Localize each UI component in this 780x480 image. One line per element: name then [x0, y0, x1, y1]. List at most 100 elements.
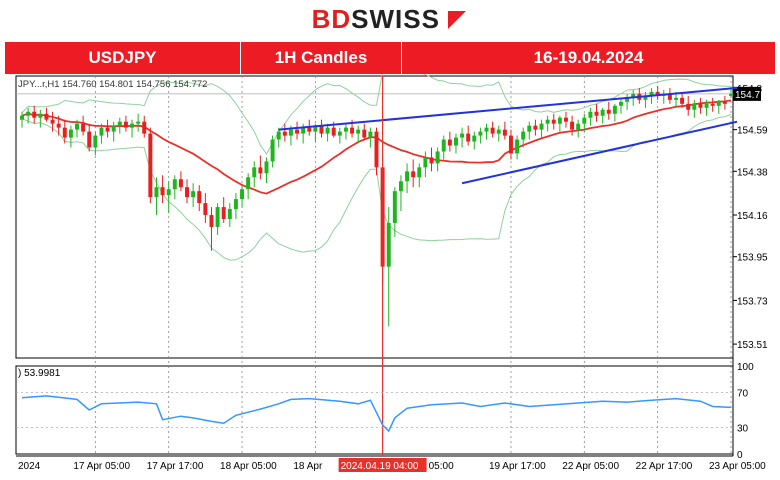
candle	[209, 207, 214, 251]
candle	[87, 123, 92, 152]
candle	[178, 171, 183, 192]
candle	[398, 175, 403, 212]
candle-body	[288, 129, 293, 136]
price-chart[interactable]: 154.8154.59154.38154.16153.95153.73153.5…	[0, 74, 780, 480]
candle	[368, 127, 373, 148]
candle-body	[197, 191, 202, 204]
candle-body	[398, 181, 403, 192]
candle	[50, 111, 55, 132]
candle-body	[343, 127, 348, 132]
candle	[191, 183, 196, 208]
candle-body	[227, 209, 232, 219]
candle	[99, 123, 104, 144]
candle	[521, 127, 526, 148]
candle	[600, 107, 605, 124]
candle	[68, 125, 73, 148]
candle	[81, 115, 86, 136]
candle-body	[472, 135, 477, 142]
candle	[325, 123, 330, 142]
candle-body	[331, 127, 336, 136]
candle-body	[649, 91, 654, 96]
candle-body	[680, 97, 685, 104]
candle	[148, 127, 153, 204]
candle	[478, 127, 483, 144]
rsi-tick-label: 30	[737, 424, 749, 435]
candle-body	[295, 129, 300, 134]
candle	[246, 173, 251, 200]
candle-body	[606, 109, 611, 114]
candle-body	[282, 131, 287, 136]
candle-body	[374, 131, 379, 168]
candle	[374, 127, 379, 176]
candle-body	[50, 119, 55, 124]
candle-body	[674, 97, 678, 100]
candle	[154, 177, 159, 216]
candle-body	[142, 121, 147, 134]
candle-body	[130, 123, 135, 128]
candle	[337, 127, 342, 144]
candle	[533, 119, 538, 136]
candle-body	[313, 125, 318, 132]
candle-body	[252, 167, 257, 178]
candle	[160, 175, 165, 204]
candle	[674, 91, 678, 108]
timeframe-label: 1H Candles	[241, 42, 402, 74]
candle	[527, 121, 532, 140]
candle-body	[502, 129, 507, 136]
y-tick-label: 154.38	[737, 167, 768, 178]
candle-body	[32, 111, 37, 118]
candle	[319, 119, 324, 138]
candle-body	[62, 127, 67, 138]
candle-body	[570, 121, 575, 130]
candle-body	[44, 113, 49, 120]
candle-body	[392, 191, 397, 223]
x-tick-label: 17 Apr 05:00	[73, 461, 130, 472]
candle	[227, 203, 232, 227]
candle	[233, 193, 238, 219]
candle	[618, 97, 623, 114]
candle-body	[545, 119, 550, 124]
candle	[594, 103, 599, 122]
candle-body	[643, 95, 648, 100]
rsi-line	[21, 395, 732, 433]
candle-body	[221, 207, 226, 219]
candle	[295, 121, 300, 140]
candle	[386, 207, 391, 327]
candle-body	[496, 129, 501, 134]
candle-body	[423, 157, 428, 168]
cursor-time-label: 2024.04.19 04:00	[341, 461, 419, 472]
candle-body	[667, 93, 672, 100]
candle	[484, 123, 489, 140]
candle	[38, 109, 43, 128]
candle-body	[716, 101, 721, 106]
candle-body	[447, 139, 452, 146]
candle	[343, 123, 348, 140]
candle	[405, 163, 410, 194]
candle	[429, 147, 434, 172]
candle-body	[111, 125, 116, 132]
candle-body	[362, 129, 367, 138]
candle	[32, 105, 37, 124]
candle	[142, 115, 147, 138]
candle	[44, 107, 49, 122]
candle-body	[209, 215, 214, 227]
y-tick-label: 153.73	[737, 296, 768, 307]
candle-body	[203, 203, 208, 216]
candle	[472, 131, 477, 150]
candle	[570, 115, 575, 136]
candle-body	[729, 93, 733, 96]
candle	[680, 91, 685, 108]
rsi-value-label: ) 53.9981	[18, 368, 61, 379]
candle	[606, 101, 611, 120]
x-tick-label: 22 Apr 17:00	[636, 461, 693, 472]
candle	[686, 95, 691, 116]
candle	[545, 115, 550, 132]
candle	[582, 113, 587, 132]
candle	[392, 187, 397, 237]
candle-body	[337, 131, 342, 136]
y-tick-label: 153.95	[737, 253, 768, 264]
candle	[185, 179, 190, 204]
candle-body	[270, 139, 275, 162]
candle	[276, 127, 281, 148]
candle-body	[240, 189, 245, 200]
